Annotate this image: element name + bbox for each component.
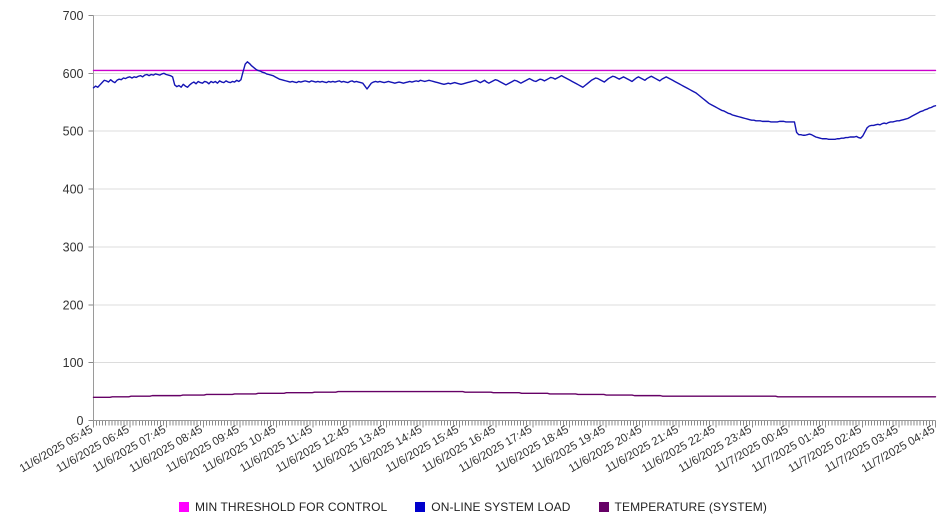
- y-axis-tick-label: 300: [63, 240, 84, 254]
- legend-swatch-icon: [178, 502, 189, 512]
- y-axis-labels: 0 100 200 300 400 500 600 700: [63, 9, 84, 428]
- legend-label: MIN THRESHOLD FOR CONTROL: [194, 500, 388, 514]
- x-axis-minor-ticks: [93, 420, 936, 428]
- legend-swatch-icon: [598, 502, 609, 512]
- data-series: [92, 61, 937, 399]
- legend-label: ON-LINE SYSTEM LOAD: [431, 500, 571, 514]
- series-line-1: [92, 61, 937, 141]
- legend-label: TEMPERATURE (SYSTEM): [614, 500, 767, 514]
- y-axis-tick-label: 400: [63, 183, 84, 197]
- chart-legend: MIN THRESHOLD FOR CONTROL ON-LINE SYSTEM …: [0, 494, 946, 520]
- axis-lines: [93, 15, 936, 421]
- series-line-2: [92, 390, 937, 399]
- legend-swatch-icon: [415, 502, 426, 512]
- legend-entry[interactable]: MIN THRESHOLD FOR CONTROL: [178, 500, 388, 514]
- y-axis-tick-label: 100: [63, 356, 84, 370]
- legend-entry[interactable]: TEMPERATURE (SYSTEM): [598, 500, 767, 514]
- gridlines: [93, 15, 936, 421]
- line-chart-plot: 0 100 200 300 400 500 600 700 11/6/2025 05:4511…: [18, 9, 937, 476]
- y-axis-tick-label: 0: [77, 414, 84, 428]
- legend-entry[interactable]: ON-LINE SYSTEM LOAD: [415, 500, 570, 514]
- y-axis-ticks: [88, 15, 94, 421]
- y-axis-tick-label: 600: [63, 67, 84, 81]
- y-axis-tick-label: 200: [63, 298, 84, 312]
- y-axis-tick-label: 700: [63, 9, 84, 23]
- y-axis-tick-label: 500: [63, 125, 84, 139]
